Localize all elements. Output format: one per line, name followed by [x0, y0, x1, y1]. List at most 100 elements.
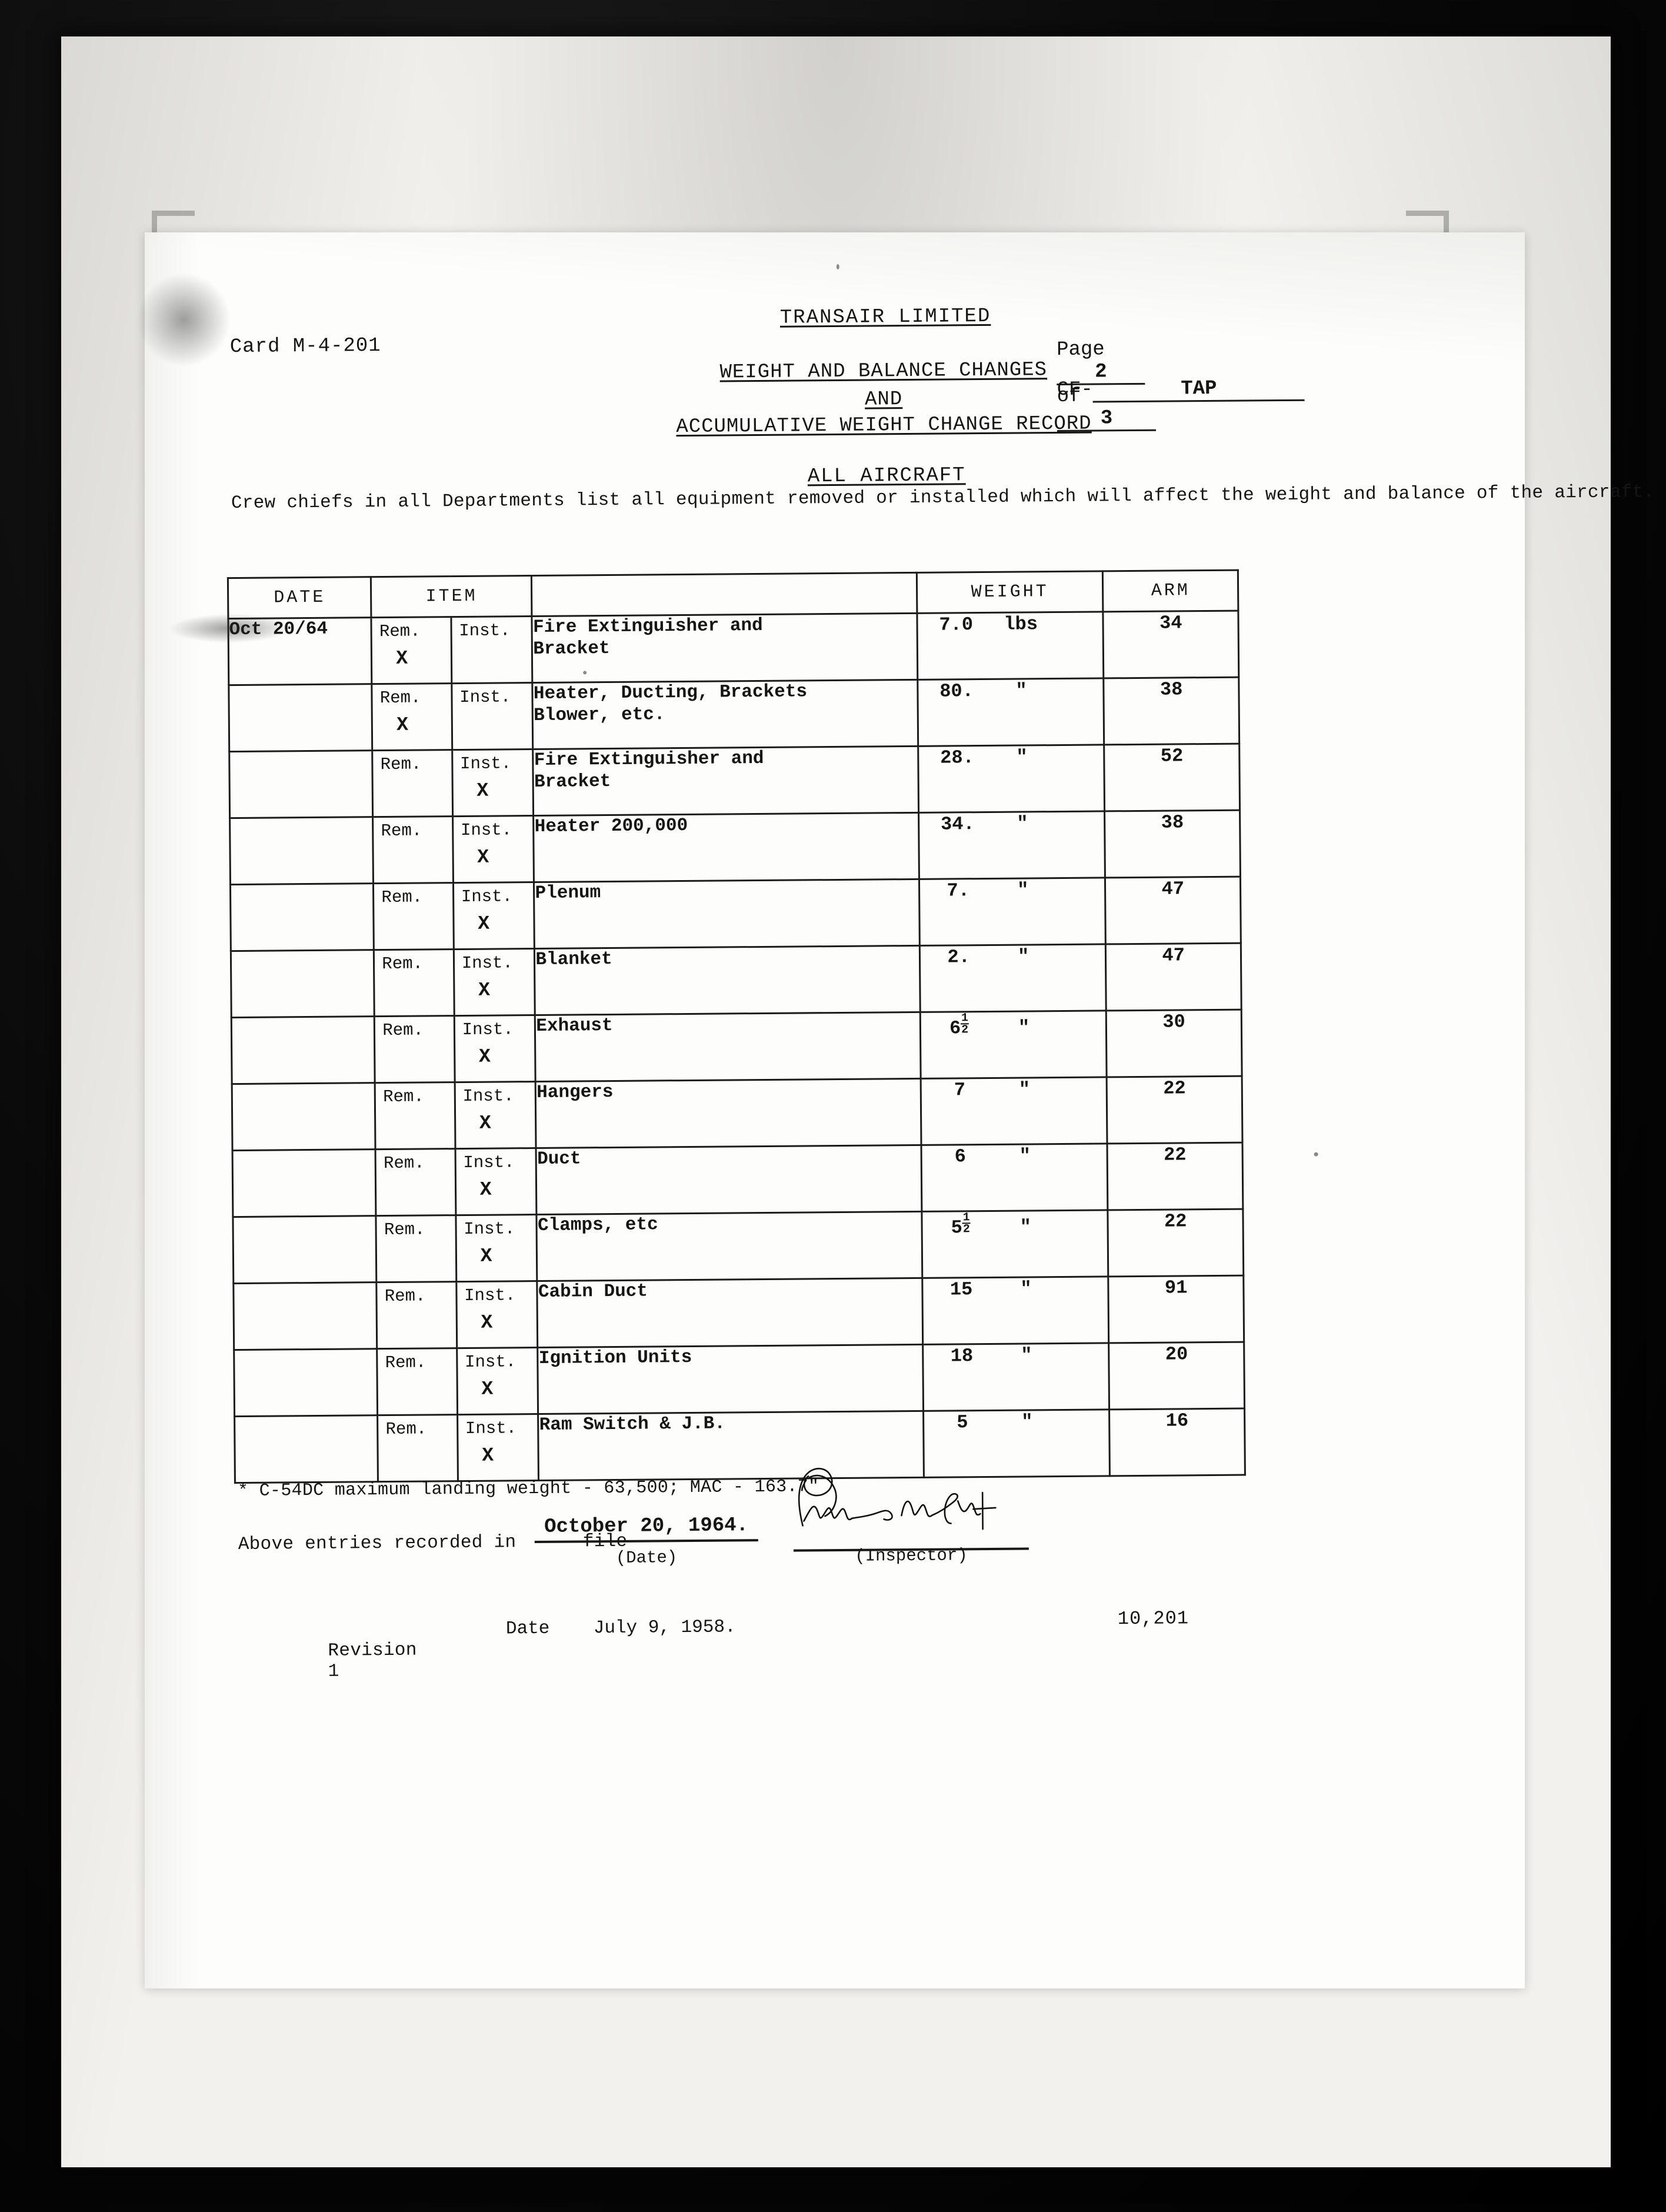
- weight-value: 5: [957, 1411, 968, 1434]
- cell-item-description[interactable]: Plenum: [534, 879, 919, 949]
- cell-weight[interactable]: 2. ": [919, 944, 1107, 1012]
- cell-weight[interactable]: 80. ": [917, 678, 1105, 747]
- cell-removed[interactable]: Rem.: [374, 1015, 455, 1083]
- cell-item-description[interactable]: Clamps, etc: [537, 1211, 922, 1281]
- installed-label: Inst.: [459, 754, 512, 774]
- removed-label: Rem.: [385, 1352, 427, 1373]
- column-header-weight: WEIGHT: [917, 571, 1104, 614]
- cell-removed[interactable]: Rem. X: [371, 617, 452, 684]
- cell-removed[interactable]: Rem.: [376, 1215, 457, 1282]
- cell-removed[interactable]: Rem.: [372, 749, 453, 817]
- cell-weight[interactable]: 7.0 lbs: [917, 611, 1104, 680]
- cell-weight[interactable]: 28. ": [918, 744, 1105, 813]
- document-content: TRANSAIR LIMITED Card M-4-201 WEIGHT AND…: [136, 227, 1655, 1994]
- cell-weight[interactable]: 5 1 2 ": [921, 1210, 1109, 1278]
- cell-installed[interactable]: Inst.: [451, 616, 533, 684]
- cell-date[interactable]: [228, 684, 373, 752]
- installed-label: Inst.: [465, 1418, 517, 1438]
- cell-item-description[interactable]: Duct: [536, 1145, 922, 1215]
- cell-date[interactable]: [229, 750, 373, 818]
- cell-removed[interactable]: Rem.: [376, 1281, 457, 1349]
- installed-label: Inst.: [459, 687, 511, 708]
- cell-arm[interactable]: 20: [1109, 1342, 1245, 1410]
- installed-checkmark: X: [479, 1178, 492, 1201]
- cell-arm[interactable]: 16: [1109, 1408, 1245, 1476]
- cell-arm[interactable]: 30: [1106, 1010, 1242, 1077]
- cell-arm[interactable]: 38: [1104, 810, 1241, 878]
- cell-item-description[interactable]: Cabin Duct: [537, 1278, 923, 1348]
- cell-installed[interactable]: Inst. X: [455, 1148, 537, 1215]
- column-header-item-group: ITEM: [371, 575, 532, 618]
- cell-date[interactable]: [231, 950, 375, 1018]
- revision-label: Revision: [328, 1640, 417, 1661]
- cell-weight[interactable]: 34. ": [918, 811, 1105, 880]
- cell-removed[interactable]: Rem. X: [372, 683, 452, 751]
- installed-label: Inst.: [464, 1219, 515, 1239]
- cell-arm[interactable]: 38: [1104, 677, 1239, 745]
- table-row: Rem. Inst. X Duct 6 " 22: [232, 1142, 1243, 1217]
- cell-installed[interactable]: Inst. X: [457, 1347, 539, 1415]
- cell-item-description[interactable]: Fire Extinguisher and Bracket: [533, 746, 919, 816]
- cell-date[interactable]: [232, 1082, 376, 1151]
- cell-weight[interactable]: 6 ": [921, 1143, 1108, 1212]
- cell-item-description[interactable]: Heater, Ducting, Brackets Blower, etc.: [532, 679, 918, 749]
- cell-installed[interactable]: Inst. X: [452, 749, 534, 817]
- cell-arm[interactable]: 47: [1105, 943, 1242, 1011]
- cell-item-description[interactable]: Blanket: [534, 945, 920, 1015]
- cell-removed[interactable]: Rem.: [377, 1348, 458, 1415]
- cell-date[interactable]: [229, 817, 374, 885]
- cell-item-description[interactable]: Ignition Units: [538, 1344, 924, 1414]
- cell-item-description[interactable]: Heater 200,000: [534, 812, 919, 882]
- cell-weight[interactable]: 18 ": [922, 1342, 1109, 1411]
- column-header-description: [531, 572, 917, 617]
- cell-installed[interactable]: Inst. X: [454, 1081, 537, 1149]
- cell-item-description[interactable]: Exhaust: [535, 1012, 921, 1082]
- file-date-value[interactable]: October 20, 1964.: [534, 1514, 758, 1544]
- weight-value: 7: [954, 1079, 966, 1101]
- cell-installed[interactable]: Inst. X: [456, 1281, 538, 1348]
- cell-installed[interactable]: Inst. X: [455, 1214, 538, 1282]
- cell-arm[interactable]: 52: [1104, 744, 1240, 811]
- company-name-text: TRANSAIR LIMITED: [779, 305, 991, 329]
- cell-weight[interactable]: 7 ": [920, 1077, 1108, 1145]
- cell-arm[interactable]: 22: [1107, 1076, 1242, 1144]
- document-page: TRANSAIR LIMITED Card M-4-201 WEIGHT AND…: [136, 232, 1655, 1988]
- cell-removed[interactable]: Rem.: [375, 1082, 455, 1150]
- table-row: Rem. Inst. X Blanket 2. " 47: [231, 943, 1242, 1018]
- cell-date[interactable]: [234, 1348, 378, 1417]
- cell-date[interactable]: [232, 1215, 377, 1284]
- cell-installed[interactable]: Inst. X: [453, 882, 535, 950]
- cell-date[interactable]: [230, 883, 374, 951]
- cell-removed[interactable]: Rem.: [373, 882, 454, 950]
- cell-date[interactable]: [231, 1016, 375, 1084]
- cell-weight[interactable]: 7. ": [919, 877, 1106, 946]
- cell-removed[interactable]: Rem.: [377, 1414, 458, 1482]
- cell-installed[interactable]: Inst. X: [457, 1414, 539, 1481]
- cell-removed[interactable]: Rem.: [372, 816, 454, 884]
- cell-arm[interactable]: 22: [1108, 1209, 1244, 1277]
- cell-installed[interactable]: Inst. X: [454, 948, 535, 1016]
- cell-date[interactable]: [233, 1282, 378, 1350]
- cf-value[interactable]: TAP: [1092, 377, 1305, 403]
- cell-date[interactable]: [234, 1415, 378, 1483]
- cell-arm[interactable]: 91: [1108, 1275, 1244, 1343]
- cell-installed[interactable]: Inst. X: [452, 815, 534, 883]
- cell-removed[interactable]: Rem.: [374, 949, 454, 1017]
- cell-weight[interactable]: 6 1 2 ": [919, 1010, 1107, 1079]
- cell-installed[interactable]: Inst.: [451, 682, 534, 750]
- weight-value: 80.: [939, 680, 974, 702]
- installed-checkmark: X: [477, 846, 489, 868]
- cell-item-description[interactable]: Hangers: [535, 1078, 921, 1148]
- cell-arm[interactable]: 47: [1105, 877, 1241, 944]
- cell-weight[interactable]: 15 ": [922, 1276, 1109, 1345]
- cell-arm[interactable]: 34: [1103, 611, 1239, 678]
- cell-installed[interactable]: Inst. X: [454, 1015, 536, 1082]
- cell-arm[interactable]: 22: [1107, 1142, 1243, 1210]
- cell-date[interactable]: [232, 1149, 376, 1217]
- cell-item-description[interactable]: Fire Extinguisher and Bracket: [532, 613, 918, 683]
- cell-removed[interactable]: Rem.: [375, 1148, 456, 1216]
